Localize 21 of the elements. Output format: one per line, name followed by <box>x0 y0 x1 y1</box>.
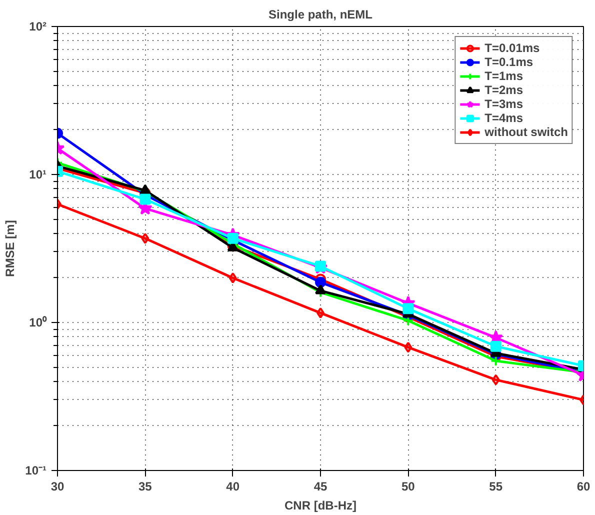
x-tick-label: 55 <box>489 480 503 494</box>
y-tick-label: 10⁰ <box>29 316 48 330</box>
x-tick-label: 60 <box>576 480 590 494</box>
x-tick-label: 30 <box>50 480 64 494</box>
x-tick-label: 40 <box>226 480 240 494</box>
y-tick-label: 10¹ <box>29 168 47 182</box>
legend-label: T=4ms <box>484 111 524 125</box>
x-tick-label: 35 <box>138 480 152 494</box>
x-axis-title: CNR [dB-Hz] <box>284 498 356 512</box>
y-tick-label: 10⁻¹ <box>25 464 47 478</box>
y-tick-label: 10² <box>29 20 47 34</box>
legend-label: T=1ms <box>484 69 524 83</box>
legend-label: T=0.01ms <box>484 41 540 55</box>
y-axis-title: RMSE [m] <box>3 220 18 277</box>
x-tick-label: 45 <box>314 480 328 494</box>
legend-label: without switch <box>484 125 568 139</box>
legend-label: T=2ms <box>484 83 524 97</box>
chart-title: Single path, nEML <box>268 8 372 22</box>
legend-label: T=3ms <box>484 97 524 111</box>
x-tick-label: 50 <box>401 480 416 494</box>
legend-label: T=0.1ms <box>484 55 534 69</box>
